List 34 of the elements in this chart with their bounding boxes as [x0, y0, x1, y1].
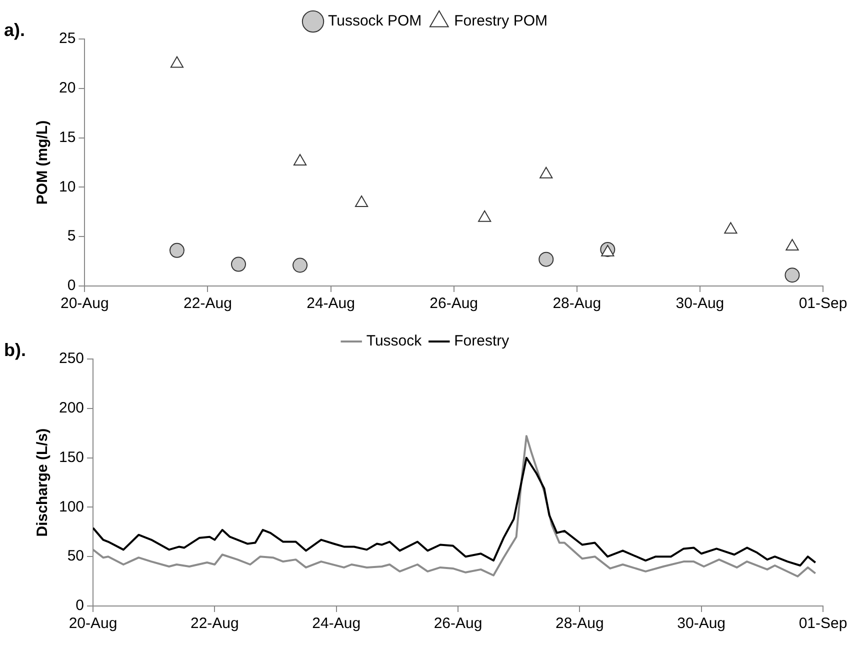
y-tick-label: 25	[58, 30, 76, 48]
x-tick-label: 24-Aug	[312, 615, 361, 632]
x-tick-label: 20-Aug	[68, 615, 118, 632]
text: b).	[4, 340, 26, 360]
y-tick-label: 50	[67, 548, 84, 565]
y-axis-title: Discharge (L/s)	[34, 428, 52, 537]
y-tick-label: 0	[76, 597, 84, 614]
x-tick-label: 26-Aug	[434, 615, 482, 632]
y-tick-label: 200	[58, 400, 84, 417]
legend-label: Forestry POM	[454, 12, 548, 30]
y-tick-label: 15	[58, 128, 76, 146]
x-tick-label: 28-Aug	[552, 295, 602, 312]
y-axis-title: POM (mg/L)	[34, 120, 52, 205]
text: a).	[4, 20, 26, 40]
y-tick-label: 5	[67, 228, 76, 245]
legend-label: Tussock	[366, 332, 422, 350]
y-tick-label: 150	[58, 448, 84, 466]
x-tick-label: 26-Aug	[430, 295, 478, 312]
y-tick-label: 100	[58, 498, 84, 516]
x-tick-label: 01-Sep	[798, 615, 848, 632]
x-tick-label: 24-Aug	[306, 295, 355, 312]
legend-label: Tussock POM	[328, 12, 422, 30]
x-tick-label: 30-Aug	[677, 615, 726, 632]
x-tick-label: 01-Sep	[798, 295, 848, 312]
y-tick-label: 0	[67, 277, 76, 294]
x-tick-label: 22-Aug	[190, 615, 239, 632]
x-tick-label: 22-Aug	[184, 295, 232, 312]
x-tick-label: 28-Aug	[555, 615, 604, 632]
y-tick-label: 10	[58, 178, 76, 196]
y-tick-label: 20	[58, 80, 76, 97]
x-tick-label: 30-Aug	[676, 295, 724, 312]
legend-label: Forestry	[454, 332, 510, 350]
y-tick-label: 250	[58, 350, 84, 368]
x-tick-label: 20-Aug	[60, 295, 109, 312]
